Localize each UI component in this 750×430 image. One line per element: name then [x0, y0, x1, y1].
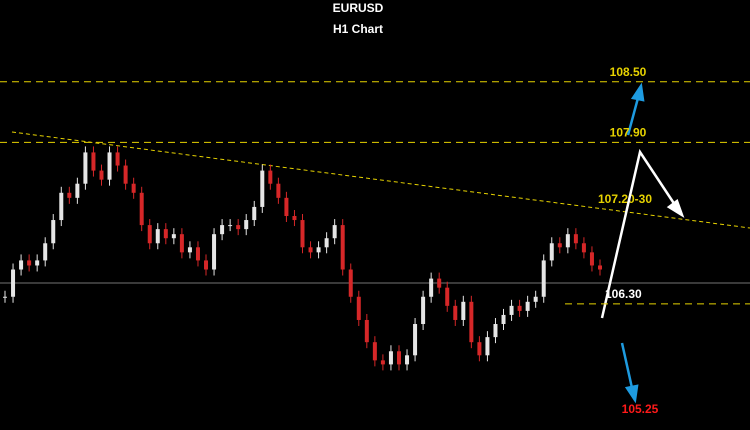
candle-body	[461, 301, 466, 320]
candle-body	[429, 278, 434, 297]
candle-body	[565, 234, 570, 248]
candle-body	[27, 260, 32, 266]
candle-body	[517, 305, 522, 311]
candle-body	[59, 192, 64, 221]
trendline-label: 107.20-30	[598, 192, 652, 206]
candle-body	[324, 238, 329, 248]
candle-body	[589, 252, 594, 266]
candle-body	[220, 225, 225, 235]
candle-body	[131, 183, 136, 193]
candle-body	[91, 152, 96, 171]
candle-body	[99, 170, 104, 180]
trendline	[11, 131, 750, 229]
candle-body	[581, 243, 586, 253]
candle-body	[525, 301, 530, 311]
candle-body	[284, 197, 289, 217]
candle-body	[493, 324, 498, 338]
candle-body	[260, 170, 265, 207]
candle-body	[356, 296, 361, 320]
candle-body	[364, 319, 369, 343]
candle-body	[485, 337, 490, 356]
candle-body	[501, 314, 506, 325]
up-arrow	[626, 82, 645, 136]
level-label: 107.90	[610, 125, 647, 139]
candle-body	[380, 360, 385, 365]
chart-title: EURUSD	[333, 1, 384, 15]
candle-body	[3, 296, 7, 298]
candle-body	[300, 220, 305, 248]
target-label: 105.25	[622, 402, 659, 416]
candle-body	[477, 342, 482, 356]
candle-body	[308, 247, 313, 253]
candle-body	[139, 192, 144, 226]
candle-body	[107, 152, 112, 180]
candle-body	[405, 355, 410, 365]
candle-body	[340, 225, 345, 270]
candle-body	[437, 278, 442, 288]
candle-body	[236, 225, 241, 230]
candle-body	[11, 269, 16, 297]
candle-body	[252, 206, 257, 221]
candle-body	[147, 225, 152, 244]
candle-body	[155, 229, 160, 244]
candle-body	[396, 351, 401, 365]
candle-body	[421, 296, 426, 325]
candle-body	[276, 183, 281, 198]
candle-body	[453, 305, 458, 320]
candle-body	[316, 247, 321, 253]
candle-body	[509, 305, 514, 315]
path-arrow	[600, 148, 685, 319]
candle-body	[541, 260, 546, 297]
candle-body	[83, 152, 88, 184]
candle-body	[123, 165, 128, 184]
candle-body	[348, 269, 353, 297]
level-label: 108.50	[610, 65, 647, 79]
candle-body	[115, 152, 120, 166]
candle-body	[557, 243, 562, 248]
candle-body	[228, 225, 233, 227]
candle-body	[187, 247, 192, 253]
candle-body	[469, 301, 474, 343]
candle-body	[179, 234, 184, 253]
candle-body	[195, 247, 200, 261]
chart-subtitle: H1 Chart	[333, 22, 383, 36]
candle-body	[268, 170, 273, 184]
candle-body	[292, 216, 297, 221]
candle-body	[244, 220, 249, 230]
candle-body	[163, 229, 168, 239]
candle-body	[598, 265, 602, 270]
candle-body	[19, 260, 24, 270]
candle-body	[549, 243, 554, 261]
candle-body	[171, 234, 176, 239]
candle-body	[332, 225, 337, 239]
candle-body	[445, 287, 450, 306]
level-label: 106.30	[605, 287, 642, 301]
candle-body	[372, 342, 377, 361]
candle-body	[75, 183, 80, 198]
candle-body	[533, 296, 538, 302]
candle-body	[43, 243, 48, 261]
candle-body	[204, 260, 209, 270]
candle-body	[212, 234, 217, 270]
down-arrow	[620, 342, 639, 404]
candle-body	[573, 234, 578, 244]
candle-body	[51, 220, 56, 244]
candle-body	[67, 192, 72, 198]
candle-body	[413, 324, 418, 356]
candle-body	[35, 260, 40, 266]
candle-body	[388, 351, 393, 365]
